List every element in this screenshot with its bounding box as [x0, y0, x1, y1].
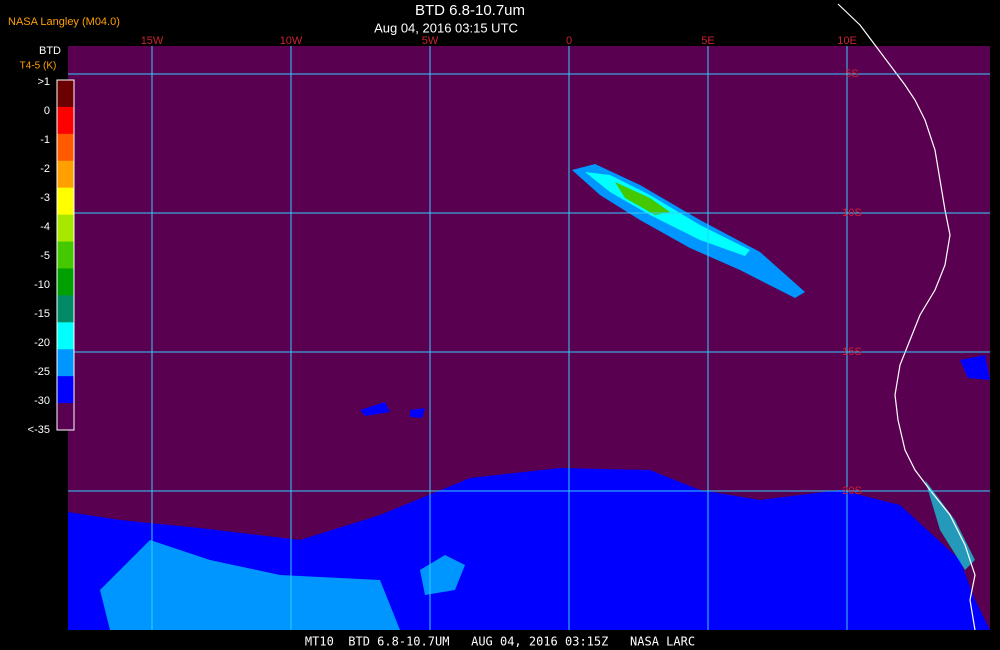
colorbar-label: >1: [37, 76, 50, 88]
colorbar-label: -4: [40, 221, 50, 233]
colorbar-label: -25: [34, 366, 50, 378]
title: BTD 6.8-10.7um: [415, 2, 525, 19]
plume: [572, 164, 805, 298]
low-cloud-field: [68, 355, 990, 630]
colorbar-swatch: [57, 376, 74, 404]
colorbar-label: -5: [40, 250, 50, 262]
colorbar-label: -15: [34, 308, 50, 320]
colorbar-frame: [56, 79, 75, 431]
colorbar-label: -3: [40, 192, 50, 204]
latitude-label: 20S: [842, 485, 862, 497]
colorbar-swatch: [57, 214, 74, 243]
longitude-label: 10W: [280, 35, 303, 47]
colorbar-swatch: [57, 80, 74, 108]
colorbar-swatch: [57, 295, 74, 323]
source-label: NASA Langley (M04.0): [8, 16, 120, 28]
colorbar-label: -2: [40, 163, 50, 175]
colorbar-swatch: [57, 241, 74, 269]
latitude-label: 5S: [845, 68, 858, 80]
colorbar-label: -20: [34, 337, 50, 349]
colorbar-label: <-35: [28, 424, 50, 436]
longitude-label: 5E: [701, 35, 714, 47]
latitude-label: 10S: [842, 207, 862, 219]
subtitle: Aug 04, 2016 03:15 UTC: [374, 20, 518, 35]
colorbar-swatch: [57, 160, 74, 189]
colorbar-swatch: [57, 403, 74, 431]
longitude-label: 5W: [422, 35, 439, 47]
footer: MT10 BTD 6.8-10.7UM AUG 04, 2016 03:15Z …: [305, 635, 695, 649]
colorbar-label: 0: [44, 105, 50, 117]
colorbar-swatch: [57, 133, 74, 162]
colorbar-label: -30: [34, 395, 50, 407]
longitude-label: 10E: [837, 35, 857, 47]
colorbar-unit: T4-5 (K): [20, 61, 57, 72]
colorbar-label: -10: [34, 279, 50, 291]
longitude-label: 0: [566, 35, 572, 47]
coastline: [837, 3, 976, 631]
colorbar-swatch: [57, 322, 74, 350]
latitude-label: 15S: [842, 346, 862, 358]
colorbar-swatch: [57, 268, 74, 296]
colorbar-label: -1: [40, 134, 50, 146]
colorbar-swatch: [57, 187, 74, 216]
longitude-label: 15W: [141, 35, 164, 47]
colorbar-swatch: [57, 106, 74, 135]
colorbar-title: BTD: [39, 45, 61, 57]
colorbar-swatch: [57, 349, 74, 377]
